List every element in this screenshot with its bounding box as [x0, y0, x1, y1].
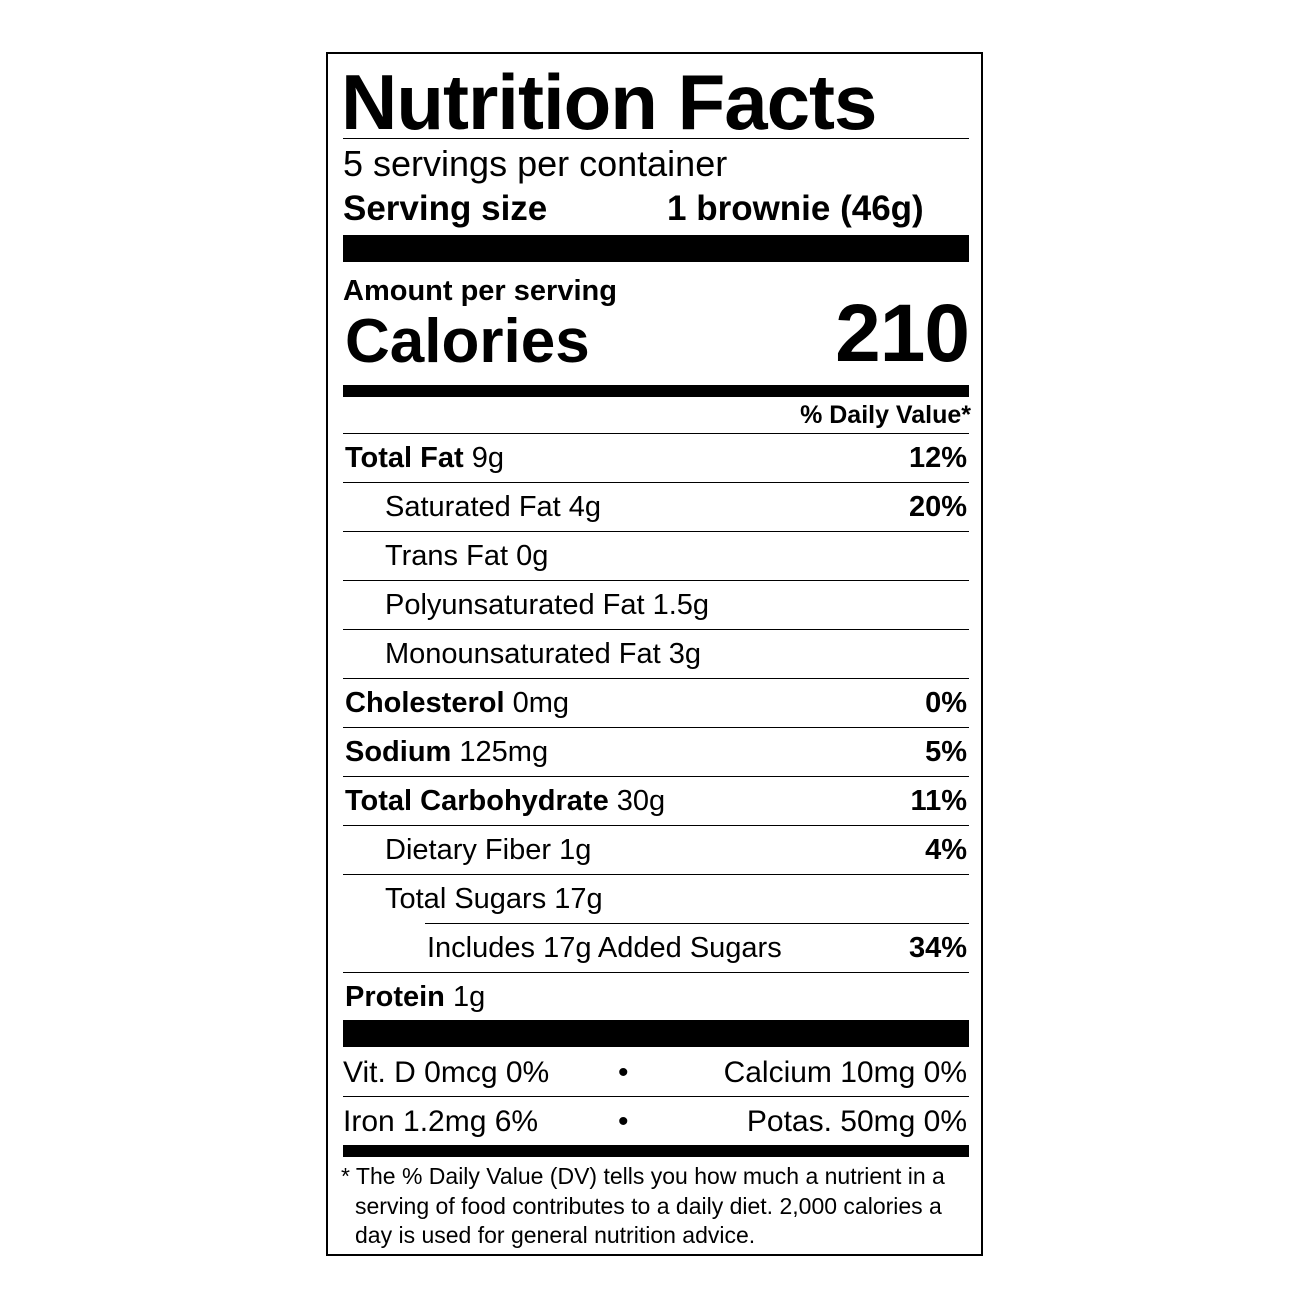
amount-per-serving: Amount per serving: [343, 275, 617, 307]
nutrient-name: Total Fat: [345, 442, 464, 474]
nutrient-row: Dietary Fiber 1g 4%: [343, 826, 969, 874]
nutrient-amount: 17g: [554, 883, 603, 915]
nutrient-amount: 0mg: [512, 687, 570, 719]
serving-size-label: Serving size: [343, 189, 548, 228]
nutrient-name: Cholesterol: [345, 687, 505, 719]
nutrient-name: Includes 17g Added Sugars: [427, 932, 782, 964]
calories-row: Calories 210: [343, 293, 970, 380]
nutrient-daily-value: 5%: [925, 736, 967, 768]
thick-divider: [343, 235, 969, 262]
serving-size: Serving size 1 brownie (46g): [343, 187, 969, 231]
nutrient-amount: 4g: [568, 491, 602, 523]
nutrient-row: Protein 1g: [343, 973, 969, 1021]
nutrient-daily-value: 20%: [908, 491, 967, 523]
bullet: •: [618, 1056, 629, 1089]
nutrient-amount: 0g: [516, 540, 549, 572]
micronutrient-left: Vit. D 0mcg 0%: [343, 1056, 550, 1089]
row-divider: [343, 629, 969, 630]
nutrient-row: Total Carbohydrate 30g 11%: [343, 777, 969, 825]
nutrient-amount: 125mg: [459, 736, 549, 768]
nutrition-facts-label: Nutrition Facts 5 servings per container…: [326, 52, 983, 1256]
row-divider: [343, 531, 969, 532]
micronutrient-row: Vit. D 0mcg 0% • Calcium 10mg 0%: [343, 1049, 969, 1097]
nutrient-row: Sodium 125mg 5%: [343, 728, 969, 776]
row-divider: [343, 972, 969, 973]
nutrient-daily-value: 12%: [908, 442, 967, 474]
nutrient-name: Total Carbohydrate: [345, 785, 609, 817]
footnote: * The % Daily Value (DV) tells you how m…: [341, 1162, 971, 1251]
daily-value-header: % Daily Value*: [800, 401, 971, 429]
medium-divider: [343, 1145, 969, 1157]
row-divider: [343, 727, 969, 728]
row-divider: [343, 776, 969, 777]
calories-label: Calories: [345, 307, 590, 376]
row-divider: [425, 923, 969, 924]
nutrient-row: Total Fat 9g 12%: [343, 434, 969, 482]
row-divider: [343, 874, 969, 875]
micronutrient-left: Iron 1.2mg 6%: [343, 1105, 539, 1138]
nutrient-row: Cholesterol 0mg 0%: [343, 679, 969, 727]
nutrient-row: Includes 17g Added Sugars 34%: [343, 924, 969, 972]
nutrient-name: Saturated Fat: [385, 491, 561, 523]
nutrient-name: Polyunsaturated Fat: [385, 589, 645, 621]
nutrient-name: Dietary Fiber: [385, 834, 551, 866]
row-divider: [343, 678, 969, 679]
nutrient-amount: 3g: [668, 638, 701, 670]
footnote-text: * The % Daily Value (DV) tells you how m…: [341, 1163, 945, 1248]
nutrient-amount: 1g: [559, 834, 592, 866]
serving-size-value: 1 brownie (46g): [667, 189, 924, 228]
nutrient-amount: 30g: [616, 785, 666, 817]
nutrient-row: Monounsaturated Fat 3g: [343, 630, 969, 678]
medium-divider: [343, 385, 969, 397]
nutrient-name: Monounsaturated Fat: [385, 638, 661, 670]
calories-value: 210: [835, 288, 970, 379]
nutrient-daily-value: 11%: [910, 785, 967, 817]
divider: [343, 138, 969, 139]
nutrient-row: Trans Fat 0g: [343, 532, 969, 580]
row-divider: [343, 580, 969, 581]
nutrient-name: Protein: [345, 981, 445, 1013]
thick-divider: [343, 1020, 969, 1047]
row-divider: [343, 1096, 969, 1097]
nutrient-name: Trans Fat: [385, 540, 509, 572]
bullet: •: [618, 1105, 629, 1138]
nutrient-daily-value: 0%: [925, 687, 967, 719]
row-divider: [343, 482, 969, 483]
nutrient-daily-value: 4%: [925, 834, 967, 866]
nutrient-row: Polyunsaturated Fat 1.5g: [343, 581, 969, 629]
micronutrient-row: Iron 1.2mg 6% • Potas. 50mg 0%: [343, 1098, 969, 1146]
label-title: Nutrition Facts: [341, 58, 877, 146]
nutrient-amount: 9g: [471, 442, 505, 474]
nutrient-amount: 1g: [452, 981, 486, 1013]
nutrient-name: Sodium: [345, 736, 452, 768]
nutrient-amount: 1.5g: [652, 589, 710, 621]
servings-per-container: 5 servings per container: [343, 143, 728, 184]
micronutrient-right: Calcium 10mg 0%: [723, 1056, 967, 1089]
row-divider: [343, 433, 969, 434]
nutrient-name: Total Sugars: [385, 883, 547, 915]
nutrient-row: Total Sugars 17g: [343, 875, 969, 923]
micronutrient-right: Potas. 50mg 0%: [746, 1105, 967, 1138]
row-divider: [343, 825, 969, 826]
nutrient-row: Saturated Fat 4g 20%: [343, 483, 969, 531]
nutrient-daily-value: 34%: [908, 932, 967, 964]
